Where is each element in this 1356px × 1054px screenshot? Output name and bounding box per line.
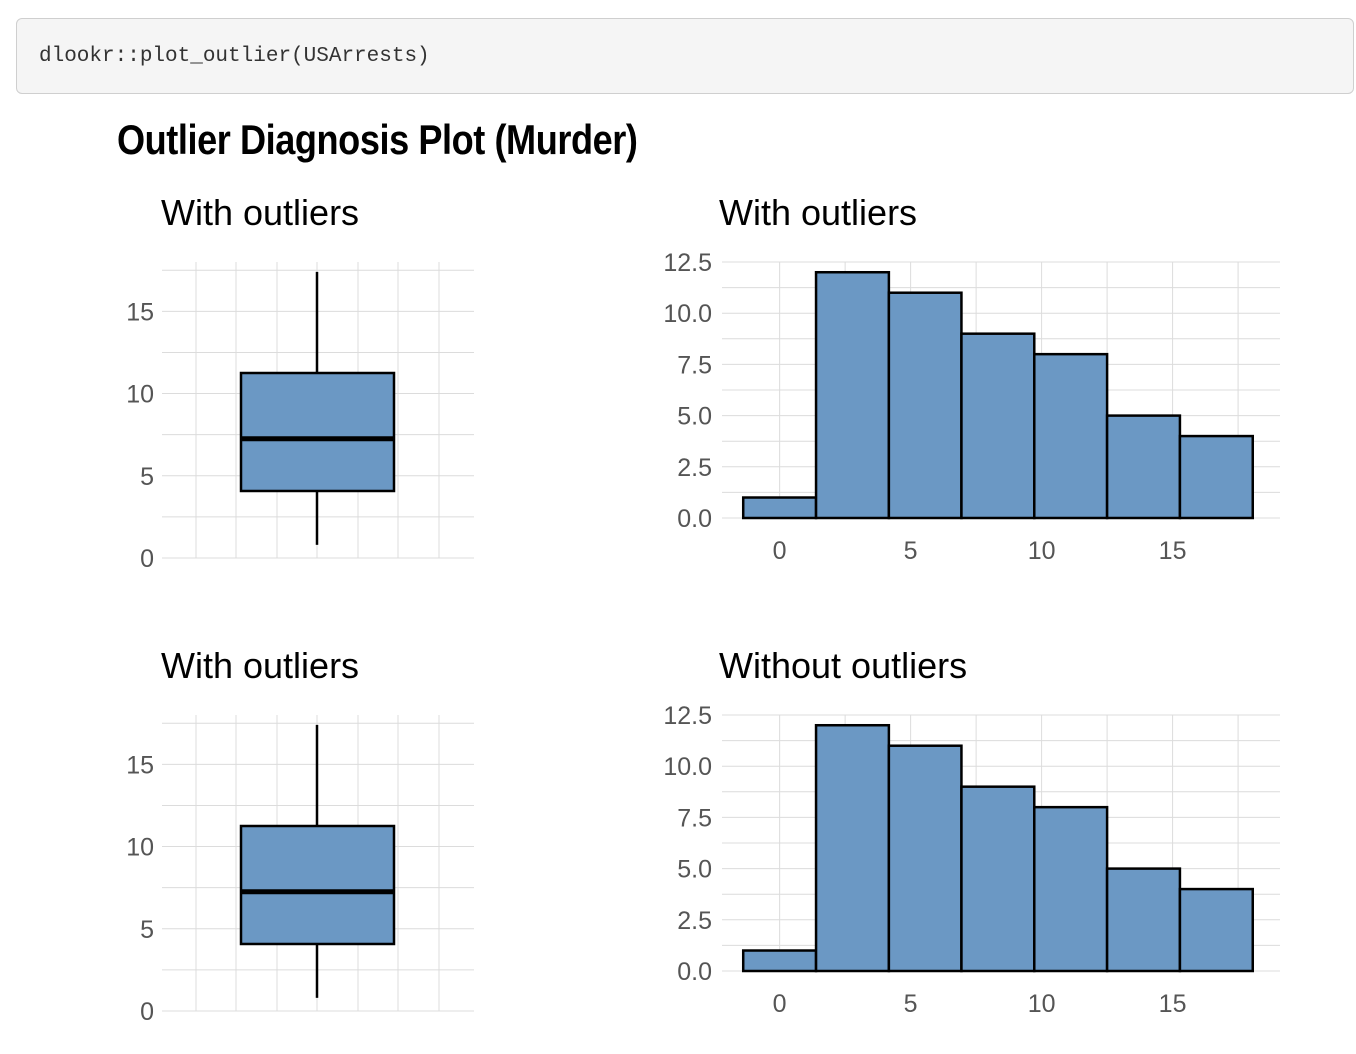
panel-title: With outliers [161,192,359,233]
y-tick-label: 10.0 [663,753,712,781]
x-tick-label: 15 [1159,990,1187,1018]
chart-panel-1: With outliers 0 5 10 15 [126,192,474,573]
y-tick-label: 0 [140,545,154,573]
histogram-bar [1033,805,1109,973]
histogram-bar [1178,887,1255,973]
y-tick-label: 12.5 [663,702,712,730]
panel-title: With outliers [719,192,917,233]
y-tick-label: 7.5 [677,804,712,832]
y-tick-label: 0.0 [677,958,712,986]
panel-title: Without outliers [719,645,967,686]
y-tick-label: 0.0 [677,505,712,533]
x-tick-label: 10 [1028,990,1056,1018]
histogram-bar [887,291,963,520]
x-tick-label: 0 [773,537,787,565]
histogram-bar [887,744,963,973]
x-tick-label: 10 [1028,537,1056,565]
x-tick-label: 0 [773,990,787,1018]
chart-panel-2: With outliers 0.0 2.5 5.0 7.5 10.0 12.5 0 5 10 15 [663,192,1280,565]
x-tick-label: 5 [904,990,918,1018]
histogram-bar [741,496,818,520]
y-tick-label: 10 [126,381,154,409]
y-tick-label: 5.0 [677,856,712,884]
y-tick-label: 10 [126,834,154,862]
y-tick-label: 10.0 [663,300,712,328]
y-tick-label: 5 [140,463,154,491]
box-iqr [239,371,396,493]
histogram-bar [1105,414,1182,520]
y-tick-label: 7.5 [677,351,712,379]
histogram-bar [960,332,1036,520]
x-tick-label: 5 [904,537,918,565]
histogram-bar [1178,434,1255,520]
box-iqr [239,824,396,946]
code-text: dlookr::plot_outlier(USArrests) [39,45,430,68]
chart-panel-4: Without outliers 0.0 2.5 5.0 7.5 10.0 12.5 0 5 10… [663,645,1280,1018]
chart-panel-3: With outliers 0 5 10 15 [126,645,474,1026]
panel-title: With outliers [161,645,359,686]
histogram-bar [814,270,891,520]
y-tick-label: 5 [140,916,154,944]
y-tick-label: 12.5 [663,249,712,277]
histogram-bar [1105,867,1182,973]
histogram-bar [814,723,891,973]
histogram-bar [960,785,1036,973]
y-tick-label: 2.5 [677,454,712,482]
histogram-bar [741,949,818,973]
y-tick-label: 0 [140,998,154,1026]
code-block: dlookr::plot_outlier(USArrests) [16,18,1354,94]
y-tick-label: 5.0 [677,403,712,431]
y-tick-label: 15 [126,298,154,326]
x-tick-label: 15 [1159,537,1187,565]
histogram-bar [1033,352,1109,520]
y-tick-label: 2.5 [677,907,712,935]
y-tick-label: 15 [126,751,154,779]
plot-main-title: Outlier Diagnosis Plot (Murder) [117,116,638,163]
